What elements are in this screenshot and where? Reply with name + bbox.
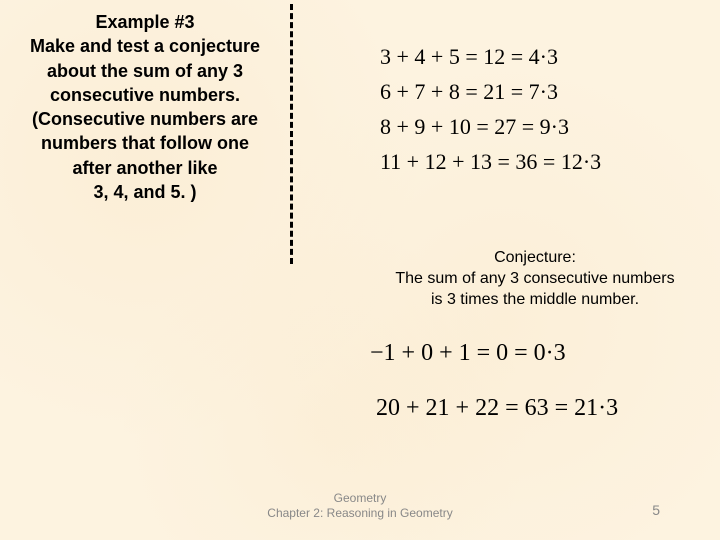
example-title: Example #3 [0,10,290,34]
prompt-line: 3, 4, and 5. ) [0,180,290,204]
equations-bottom-block: −1 + 0 + 1 = 0 = 0·3 20 + 21 + 22 = 63 =… [370,340,618,422]
equation-row: 3 + 4 + 5 = 12 = 4·3 [380,40,601,73]
conjecture-line: is 3 times the middle number. [360,290,710,311]
page-number: 5 [652,502,660,518]
equation-row: −1 + 0 + 1 = 0 = 0·3 [370,340,618,367]
equation-row: 8 + 9 + 10 = 27 = 9·3 [380,110,601,143]
equations-top-block: 3 + 4 + 5 = 12 = 4·3 6 + 7 + 8 = 21 = 7·… [380,40,601,180]
prompt-line: Make and test a conjecture [0,34,290,58]
footer-line: Chapter 2: Reasoning in Geometry [0,506,720,522]
footer: Geometry Chapter 2: Reasoning in Geometr… [0,491,720,522]
vertical-divider [290,4,293,264]
conjecture-heading: Conjecture: [360,248,710,269]
prompt-line: numbers that follow one [0,131,290,155]
equation-row: 6 + 7 + 8 = 21 = 7·3 [380,75,601,108]
example-prompt: Example #3 Make and test a conjecture ab… [0,10,290,204]
prompt-line: after another like [0,156,290,180]
prompt-line: (Consecutive numbers are [0,107,290,131]
conjecture-block: Conjecture: The sum of any 3 consecutive… [360,248,710,310]
footer-line: Geometry [0,491,720,507]
equation-row: 11 + 12 + 13 = 36 = 12·3 [380,145,601,178]
prompt-line: consecutive numbers. [0,83,290,107]
conjecture-line: The sum of any 3 consecutive numbers [360,269,710,290]
prompt-line: about the sum of any 3 [0,59,290,83]
equation-row: 20 + 21 + 22 = 63 = 21·3 [376,395,618,422]
